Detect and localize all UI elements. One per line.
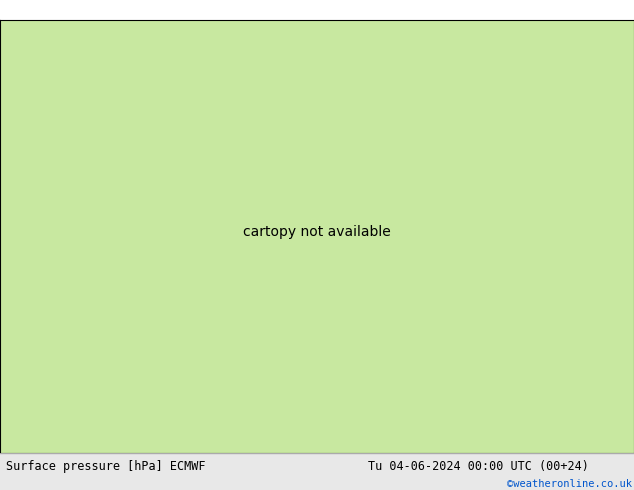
Text: Surface pressure [hPa] ECMWF: Surface pressure [hPa] ECMWF [6, 460, 206, 473]
Text: ©weatheronline.co.uk: ©weatheronline.co.uk [507, 480, 632, 490]
Text: Tu 04-06-2024 00:00 UTC (00+24): Tu 04-06-2024 00:00 UTC (00+24) [368, 460, 588, 473]
Text: cartopy not available: cartopy not available [243, 225, 391, 240]
